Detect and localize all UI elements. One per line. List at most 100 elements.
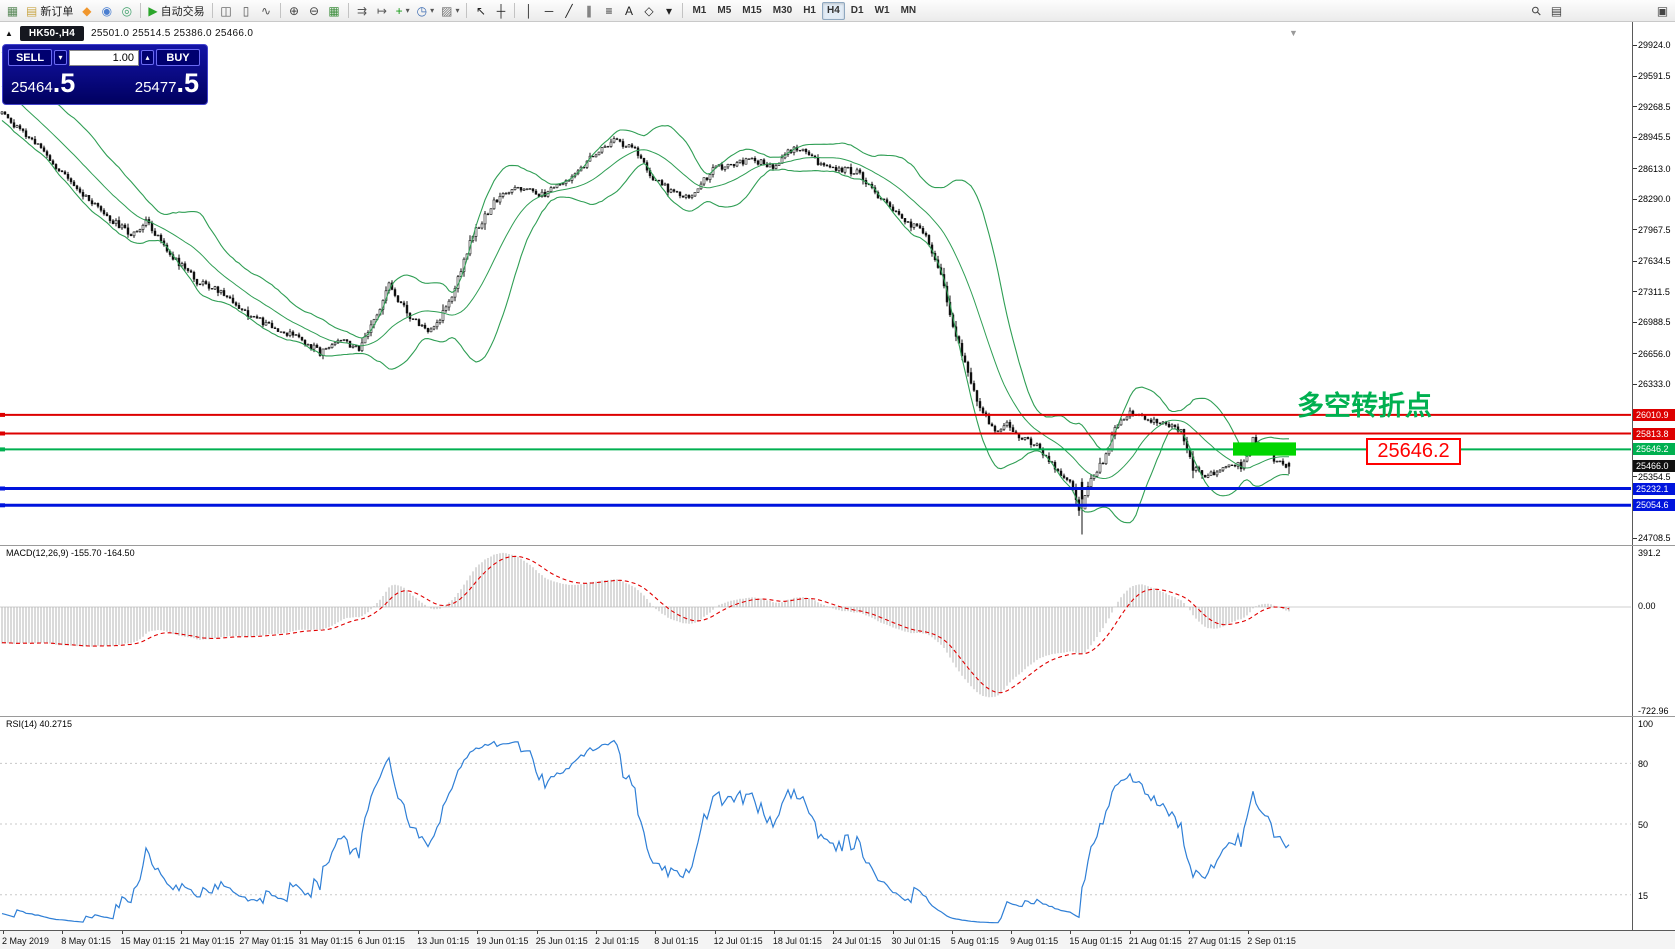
toolbar-separator: [466, 3, 468, 18]
ohlc-readout: 25501.0 25514.5 25386.0 25466.0: [90, 28, 254, 39]
time-tick-label: 21 Aug 01:15: [1128, 936, 1182, 946]
vertical-line-button[interactable]: │: [519, 2, 538, 20]
line-handle[interactable]: [0, 431, 5, 436]
panel-collapse-icon[interactable]: ▲: [5, 29, 13, 38]
time-tick-label: 2 May 2019: [2, 936, 50, 946]
sell-price-pips: .5: [52, 68, 76, 98]
timeframe-d1-button[interactable]: D1: [850, 5, 864, 16]
line-handle[interactable]: [0, 486, 5, 491]
market-button[interactable]: ◎: [117, 2, 136, 20]
equidistant-channel-button[interactable]: ∥: [579, 2, 598, 20]
autotrading-button[interactable]: ▶ 自动交易: [145, 2, 207, 20]
line-chart-icon: ∿: [261, 3, 272, 18]
time-tick-label: 2 Jul 01:15: [595, 936, 640, 946]
bar-chart-button[interactable]: ◫: [217, 2, 236, 20]
mql5-icon: ◆: [82, 3, 92, 18]
price-tick-label: 26333.0: [1638, 379, 1671, 390]
buy-button[interactable]: BUY: [156, 49, 200, 66]
search-button[interactable]: ⚲: [1527, 2, 1546, 20]
templates-icon: ▨: [441, 3, 453, 18]
price-tick-label: 27634.5: [1638, 256, 1671, 267]
turning-point-annotation[interactable]: 多空转折点: [1297, 391, 1432, 421]
rsi-panel[interactable]: [0, 739, 1631, 924]
rsi-scale-label: 80: [1638, 759, 1649, 770]
toolbar-separator: [347, 3, 349, 18]
panel-separator[interactable]: [0, 545, 1675, 546]
candlestick-chart-button[interactable]: ▯: [237, 2, 256, 20]
sell-button[interactable]: SELL: [8, 49, 52, 66]
indicators-button[interactable]: + ▾: [393, 2, 413, 20]
zoom-out-button[interactable]: ⊖: [305, 2, 324, 20]
price-tick-label: 29591.5: [1638, 71, 1671, 82]
autotrading-icon: ▶: [148, 3, 158, 18]
buy-price-main: 25477: [134, 79, 177, 96]
price-callout[interactable]: 25646.2: [1366, 438, 1461, 465]
shapes-button[interactable]: ◇: [639, 2, 658, 20]
symbol-tab[interactable]: HK50-,H4: [19, 26, 84, 41]
main-plot[interactable]: [0, 51, 1631, 535]
tile-windows-button[interactable]: ▦: [325, 2, 344, 20]
text-button[interactable]: A: [619, 2, 638, 20]
time-tick-label: 25 Jun 01:15: [535, 936, 588, 946]
volume-input[interactable]: [69, 49, 139, 66]
new-chart-button[interactable]: ▦: [3, 2, 22, 20]
timeframe-m30-button[interactable]: M30: [772, 5, 793, 16]
sell-price[interactable]: 25464.5: [11, 68, 75, 103]
price-tick: [1633, 383, 1637, 385]
time-axis[interactable]: 2 May 2019 8 May 01:15 15 May 01:15 21 May …: [0, 930, 1675, 949]
candle-wicks: [1, 111, 1290, 535]
price-tick-label: 27967.5: [1638, 224, 1671, 235]
mql5-button[interactable]: ◆: [77, 2, 96, 20]
time-tick-label: 8 Jul 01:15: [654, 936, 699, 946]
bollinger-upper-band: [1, 51, 1289, 458]
line-handle[interactable]: [0, 412, 5, 417]
panel-separator[interactable]: [0, 716, 1675, 717]
macd-panel[interactable]: [0, 552, 1631, 698]
timeframe-w1-button[interactable]: W1: [874, 5, 890, 16]
caret-down-icon: ▾: [455, 6, 460, 15]
fibonacci-button[interactable]: ≡: [599, 2, 618, 20]
volume-up-button[interactable]: ▴: [141, 50, 154, 65]
templates-button[interactable]: ▨ ▾: [438, 2, 462, 20]
macd-signal-line: [1, 555, 1290, 694]
horizontal-line-button[interactable]: ─: [539, 2, 558, 20]
toolbar: ▦ ▤ 新订单 ◆ ◉ ◎ ▶ 自动交易 ◫ ▯ ∿ ⊕ ⊖ ▦ ⇉ ↦ + ▾ ◷ ▾ ▨ ▾ ↖ ┼ │ ─ ╱ ∥ ≡ A ◇ ▾ M1 M…: [0, 0, 1675, 22]
cursor-button[interactable]: ↖: [471, 2, 490, 20]
community-button[interactable]: ◉: [97, 2, 116, 20]
line-handle[interactable]: [0, 447, 5, 452]
buy-price-pips: .5: [176, 68, 199, 98]
timeframe-h1-button[interactable]: H1: [803, 5, 816, 16]
crosshair-button[interactable]: ┼: [491, 2, 510, 20]
periods-button[interactable]: ◷ ▾: [414, 2, 438, 20]
indicators-icon: +: [395, 3, 403, 18]
time-tick: [477, 931, 479, 934]
sell-price-main: 25464: [11, 79, 53, 96]
timeframe-m15-button[interactable]: M15: [742, 5, 762, 16]
zoom-out-icon: ⊖: [309, 3, 320, 18]
macd-scale-label: 391.2: [1638, 548, 1661, 558]
volume-down-button[interactable]: ▾: [54, 50, 67, 65]
buy-price[interactable]: 25477.5: [135, 68, 199, 103]
timeframe-m5-button[interactable]: M5: [717, 5, 732, 16]
data-window-icon: ▤: [1550, 3, 1563, 18]
chart-shift-button[interactable]: ↦: [373, 2, 392, 20]
timeframe-h4-button[interactable]: H4: [821, 1, 845, 20]
line-chart-button[interactable]: ∿: [257, 2, 276, 20]
trade-prices-row: 25464.5 25477.5: [8, 66, 202, 103]
trendline-button[interactable]: ╱: [559, 2, 578, 20]
objects-dropdown[interactable]: ▾: [659, 2, 678, 20]
zoom-in-button[interactable]: ⊕: [285, 2, 304, 20]
time-tick: [240, 931, 242, 934]
new-order-button[interactable]: ▤ 新订单: [23, 2, 76, 20]
tile-windows-icon: ▦: [328, 3, 340, 18]
timeframe-mn-button[interactable]: MN: [900, 5, 917, 16]
highlight-zone[interactable]: [1233, 442, 1296, 456]
chart-canvas[interactable]: [0, 22, 1632, 949]
data-window-button[interactable]: ▤: [1547, 2, 1566, 20]
price-scale[interactable]: 29924.0 29591.5 29268.5 28945.5 28613.0 28290…: [1632, 22, 1675, 930]
line-handle[interactable]: [0, 503, 5, 508]
timeframe-m1-button[interactable]: M1: [692, 5, 707, 16]
auto-scroll-button[interactable]: ⇉: [353, 2, 372, 20]
help-button[interactable]: ▣: [1653, 2, 1672, 20]
time-tick-label: 24 Jul 01:15: [832, 936, 882, 946]
